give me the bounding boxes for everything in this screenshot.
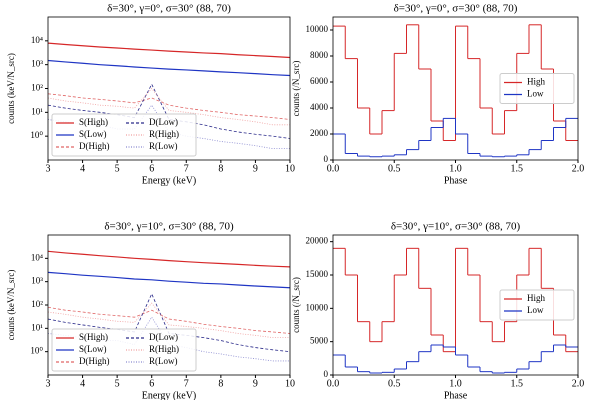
series-line — [48, 93, 290, 120]
x-tick-label: 2.0 — [572, 163, 585, 174]
y-tick-label: 0 — [324, 369, 329, 379]
y-tick-label: 10² — [31, 83, 43, 93]
series-line — [48, 42, 290, 59]
legend-label: D(Low) — [149, 332, 178, 342]
y-tick-label: 10³ — [31, 276, 43, 286]
x-tick-label: 0.0 — [327, 163, 340, 174]
x-tick-label: 6 — [149, 378, 154, 389]
panel-title: δ=30°, γ=10°, σ=30° (88, 70) — [104, 221, 234, 233]
y-tick-label: 6000 — [310, 76, 329, 86]
x-tick-label: 8 — [218, 163, 223, 174]
y-tick-label: 2000 — [310, 128, 329, 138]
x-tick-label: 2.0 — [572, 378, 585, 389]
legend-label: S(Low) — [79, 344, 107, 354]
x-tick-label: 0.5 — [388, 163, 401, 174]
series-line — [48, 302, 290, 339]
y-tick-label: 10³ — [31, 59, 43, 69]
series-line — [48, 83, 290, 139]
legend-box — [499, 289, 575, 321]
legend-label: D(High) — [79, 141, 110, 151]
plot-frame — [332, 16, 579, 161]
x-tick-label: 10 — [285, 378, 295, 389]
y-tick-label: 10000 — [306, 302, 329, 312]
y-axis-label: counts (/N_src) — [291, 277, 301, 333]
legend-label: D(High) — [79, 356, 110, 366]
x-tick-label: 1.5 — [511, 163, 524, 174]
legend-label: S(High) — [79, 332, 108, 342]
x-tick-label: 0.5 — [388, 378, 401, 389]
x-axis-label: Phase — [444, 390, 468, 400]
y-tick-label: 10⁴ — [31, 252, 43, 262]
series-line — [48, 271, 290, 289]
legend-box — [499, 73, 575, 104]
x-tick-label: 7 — [184, 378, 189, 389]
legend-label: Low — [527, 89, 544, 99]
x-tick-label: 1.0 — [449, 378, 462, 389]
panel-title: δ=30°, γ=10°, σ=30° (88, 70) — [391, 221, 521, 233]
y-tick-label: 15000 — [306, 269, 329, 279]
series-line — [48, 250, 290, 268]
series-line — [48, 87, 290, 126]
legend-label: R(Low) — [149, 141, 178, 151]
y-axis-label: counts (keV/N_src) — [6, 270, 16, 341]
legend-box — [51, 113, 197, 157]
legend-label: S(Low) — [79, 129, 107, 139]
legend-label: High — [527, 77, 546, 87]
y-tick-label: 10¹ — [31, 106, 43, 116]
y-axis-label: counts (keV/N_src) — [6, 53, 16, 124]
legend-box — [51, 328, 197, 372]
y-tick-label: 4000 — [310, 102, 329, 112]
x-tick-label: 5 — [115, 163, 120, 174]
x-tick-label: 10 — [285, 163, 295, 174]
x-axis-label: Energy (keV) — [142, 390, 197, 400]
x-tick-label: 3 — [46, 163, 51, 174]
legend-label: R(Low) — [149, 356, 178, 366]
legend-label: S(High) — [79, 117, 108, 127]
x-tick-label: 9 — [253, 163, 258, 174]
plot-frame — [332, 234, 579, 376]
x-tick-label: 8 — [218, 378, 223, 389]
x-axis-label: Energy (keV) — [142, 175, 197, 186]
legend-label: Low — [527, 305, 544, 315]
x-tick-label: 5 — [115, 378, 120, 389]
y-tick-label: 10⁰ — [30, 130, 43, 140]
x-tick-label: 1.5 — [511, 378, 524, 389]
y-tick-label: 0 — [324, 154, 329, 164]
y-tick-label: 10¹ — [31, 322, 43, 332]
series-line — [48, 59, 290, 77]
x-tick-label: 4 — [80, 378, 85, 389]
y-tick-label: 10² — [31, 299, 43, 309]
panel-title: δ=30°, γ=0°, σ=30° (88, 70) — [394, 3, 518, 15]
legend-label: R(High) — [149, 129, 179, 139]
y-tick-label: 20000 — [306, 236, 329, 246]
y-tick-label: 8000 — [310, 50, 329, 60]
legend-label: D(Low) — [149, 117, 178, 127]
x-tick-label: 1.0 — [449, 163, 462, 174]
x-tick-label: 3 — [46, 378, 51, 389]
x-tick-label: 4 — [80, 163, 85, 174]
y-tick-label: 10⁰ — [30, 346, 43, 356]
x-tick-label: 7 — [184, 163, 189, 174]
series-line — [48, 306, 290, 334]
x-tick-label: 9 — [253, 378, 258, 389]
x-axis-label: Phase — [444, 175, 468, 186]
y-axis-label: counts (/N_src) — [291, 61, 301, 117]
x-tick-label: 6 — [149, 163, 154, 174]
y-tick-label: 10⁴ — [31, 35, 43, 45]
y-tick-label: 5000 — [310, 336, 329, 346]
x-tick-label: 0.0 — [327, 378, 340, 389]
legend-label: R(High) — [149, 344, 179, 354]
legend-label: High — [527, 293, 546, 303]
panel-title: δ=30°, γ=0°, σ=30° (88, 70) — [107, 3, 231, 15]
y-tick-label: 10000 — [306, 24, 329, 34]
plot-frame — [47, 234, 291, 376]
plot-frame — [47, 16, 291, 161]
